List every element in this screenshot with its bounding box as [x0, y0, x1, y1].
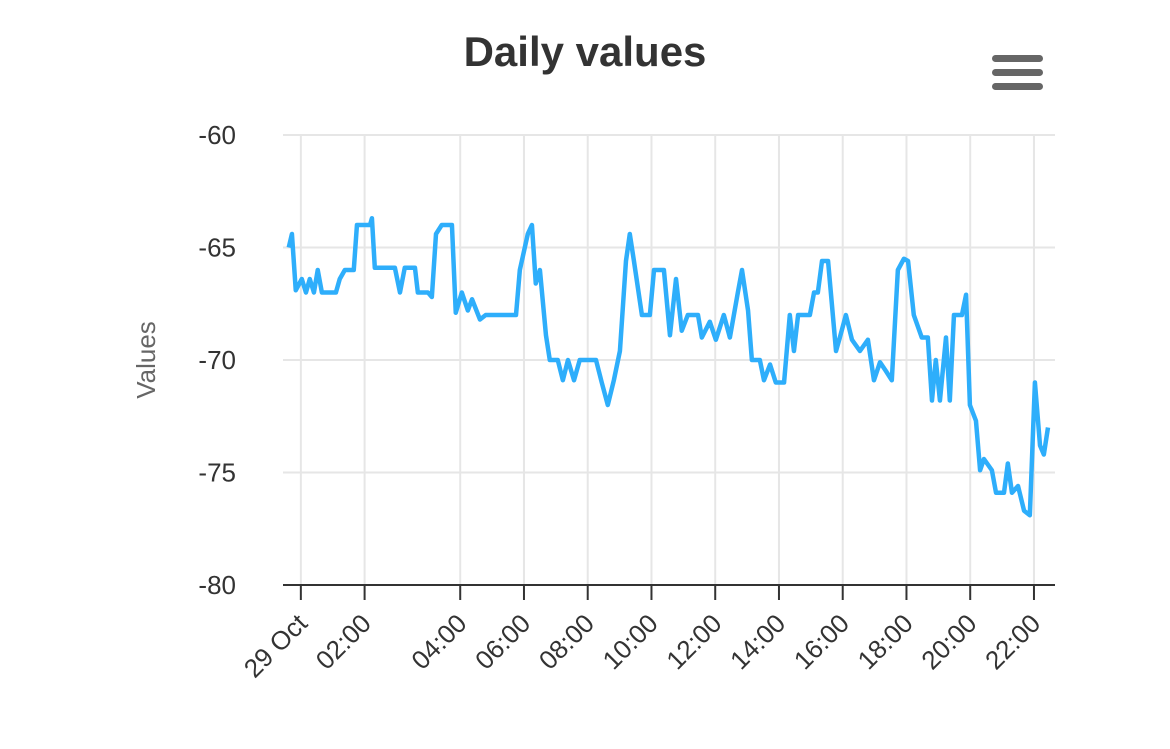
y-tick-label: -60: [198, 120, 236, 150]
x-tick-label: 02:00: [310, 608, 377, 675]
y-axis-title: Values: [131, 321, 161, 399]
x-tick-label: 08:00: [533, 608, 600, 675]
x-tick-label: 18:00: [851, 608, 918, 675]
x-tick-label: 10:00: [596, 608, 663, 675]
chart-title: Daily values: [464, 28, 707, 75]
y-tick-label: -80: [198, 570, 236, 600]
x-tick-label: 04:00: [405, 608, 472, 675]
y-tick-label: -65: [198, 233, 236, 263]
y-tick-label: -70: [198, 345, 236, 375]
x-tick-label: 06:00: [469, 608, 536, 675]
x-tick-label: 16:00: [788, 608, 855, 675]
y-tick-label: -75: [198, 458, 236, 488]
menu-button[interactable]: [992, 55, 1043, 90]
menu-bar: [992, 83, 1043, 90]
menu-bar: [992, 55, 1043, 62]
x-tick-label: 20:00: [915, 608, 982, 675]
x-tick-label: 29 Oct: [238, 607, 314, 683]
x-tick-label: 14:00: [724, 608, 791, 675]
menu-bar: [992, 69, 1043, 76]
x-tick-label: 12:00: [660, 608, 727, 675]
data-line: [286, 216, 1051, 518]
x-tick-label: 22:00: [979, 608, 1046, 675]
